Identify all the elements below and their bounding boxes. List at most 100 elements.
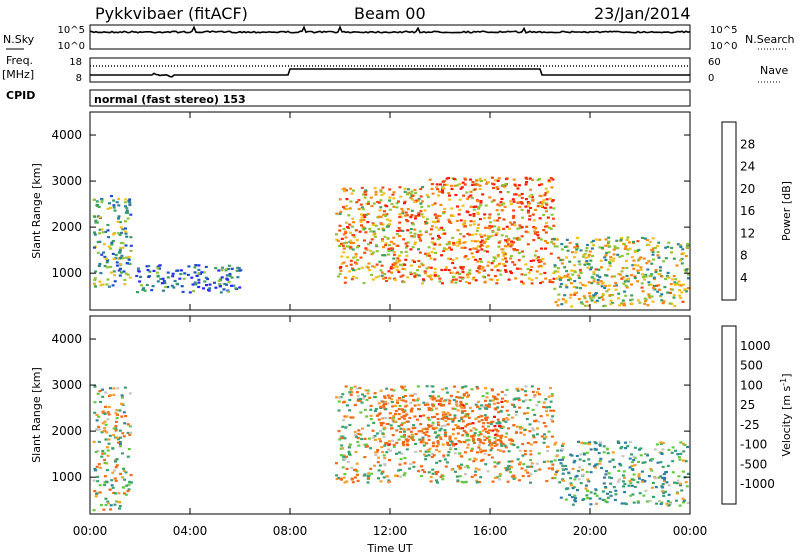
heatmap-cell [361,193,365,196]
heatmap-cell [632,455,636,458]
heatmap-cell [511,216,515,219]
heatmap-cell [592,277,596,280]
heatmap-cell [543,271,547,275]
heatmap-cell [453,452,457,455]
heatmap-cell [543,206,547,209]
y-tick-label: 4000 [51,128,82,142]
heatmap-cell [413,272,417,275]
heatmap-cell [113,274,116,277]
heatmap-cell [517,251,521,254]
heatmap-cell [463,451,467,454]
heatmap-cell [441,475,445,478]
heatmap-cell [623,280,627,283]
heatmap-cell [459,402,463,405]
heatmap-cell [102,508,106,511]
heatmap-cell [348,223,352,226]
heatmap-cell [639,447,643,450]
heatmap-cell [490,442,494,445]
heatmap-cell [129,249,133,252]
heatmap-cell [633,464,637,467]
heatmap-cell [609,258,613,261]
heatmap-cell [483,234,487,237]
heatmap-cell [539,281,543,285]
heatmap-cell [583,297,587,300]
heatmap-cell [377,228,381,231]
heatmap-cell [609,255,613,259]
heatmap-cell [492,256,496,259]
heatmap-cell [495,232,499,235]
heatmap-cell [684,460,688,463]
heatmap-cell [376,448,380,452]
heatmap-cell [502,251,505,254]
heatmap-cell [124,220,127,223]
heatmap-cell [509,245,513,248]
heatmap-cell [547,179,551,182]
heatmap-cell [519,461,522,464]
heatmap-cell [469,205,473,208]
heatmap-cell [121,396,124,399]
heatmap-cell [513,221,516,224]
heatmap-cell [339,269,343,272]
heatmap-cell [145,283,149,287]
heatmap-cell [484,240,488,243]
heatmap-cell [650,262,654,265]
heatmap-cell [482,269,486,272]
heatmap-cell [476,200,480,203]
heatmap-cell [419,450,422,453]
heatmap-cell [470,449,473,452]
heatmap-cell [502,218,506,221]
heatmap-cell [197,268,201,271]
heatmap-cell [115,417,119,420]
heatmap-cell [96,392,100,395]
heatmap-cell [493,441,497,444]
heatmap-cell [401,229,405,232]
heatmap-cell [535,404,539,407]
heatmap-cell [430,228,433,231]
heatmap-cell [114,479,118,482]
heatmap-cell [345,264,349,268]
heatmap-cell [344,276,347,279]
heatmap-cell [569,282,573,285]
heatmap-cell [352,269,355,272]
heatmap-cell [368,269,372,272]
colorbar-tick-label: 1000 [740,339,771,353]
heatmap-cell [188,291,192,294]
heatmap-cell [459,219,463,222]
heatmap-cell [403,202,406,205]
heatmap-cell [402,444,406,447]
heatmap-cell [677,475,681,478]
heatmap-cell [624,441,627,444]
heatmap-cell [481,395,485,398]
heatmap-cell [520,192,524,196]
heatmap-cell [347,450,351,453]
heatmap-cell [551,420,555,423]
heatmap-cell [129,431,133,434]
heatmap-cell [472,460,476,463]
heatmap-cell [447,417,450,420]
heatmap-cell [123,230,127,233]
heatmap-cell [214,286,218,289]
heatmap-cell [414,191,418,194]
heatmap-cell [100,431,104,434]
heatmap-cell [516,389,520,392]
heatmap-cell [524,183,528,186]
heatmap-cell [419,423,423,426]
heatmap-cell [558,458,562,462]
heatmap-cell [512,215,516,218]
heatmap-cell [420,430,424,433]
heatmap-cell [438,280,442,283]
heatmap-cell [470,252,474,255]
heatmap-cell [409,394,412,397]
heatmap-cell [364,231,368,234]
heatmap-cell [679,284,683,287]
heatmap-cell [472,434,476,437]
heatmap-cell [589,503,593,506]
heatmap-cell [500,390,504,394]
heatmap-cell [458,183,462,186]
heatmap-cell [94,495,98,498]
heatmap-cell [505,409,509,412]
heatmap-cell [431,445,435,448]
heatmap-cell [498,422,502,425]
heatmap-cell [577,478,581,481]
heatmap-cell [544,425,548,428]
